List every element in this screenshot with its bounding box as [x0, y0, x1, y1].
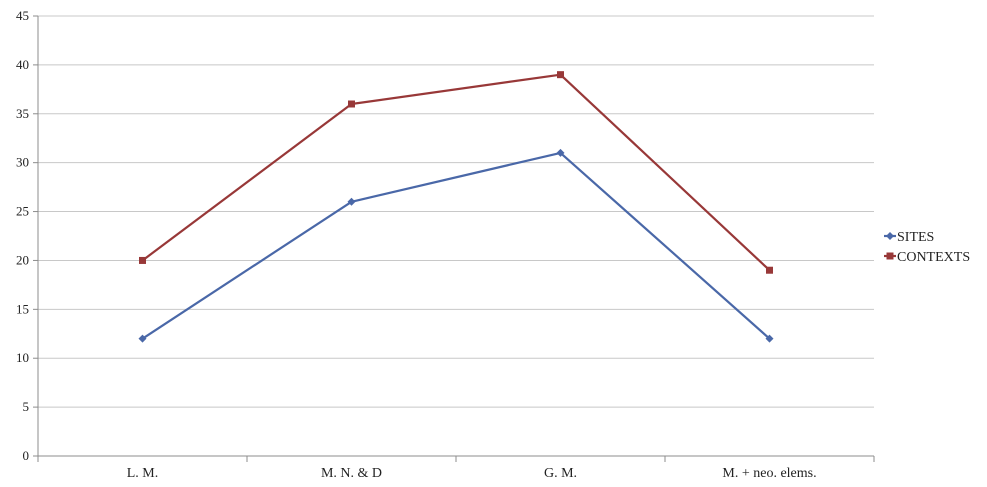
x-tick-label: M. N. & D	[321, 466, 382, 481]
legend-marker	[886, 232, 894, 240]
series-group	[138, 71, 774, 343]
series-line-sites	[141, 151, 771, 340]
y-tick-label: 25	[16, 204, 29, 219]
y-tick-label: 20	[16, 252, 29, 267]
legend-item-sites: SITES	[884, 230, 934, 245]
y-tick-label: 45	[16, 8, 29, 23]
legend-label: SITES	[897, 230, 934, 245]
legend: SITES CONTEXTS	[884, 230, 970, 265]
legend-marker	[886, 252, 894, 260]
data-point-sites	[347, 197, 356, 206]
data-point-contexts	[139, 256, 146, 264]
axes	[33, 15, 875, 462]
x-tick-label: G. M.	[544, 466, 577, 481]
data-point-sites	[556, 148, 565, 157]
x-tick-label: L. M.	[127, 466, 159, 481]
gridlines	[38, 15, 874, 408]
y-tick-label: 30	[16, 155, 29, 170]
y-tick-label: 10	[16, 350, 29, 365]
y-tick-label: 0	[23, 448, 30, 463]
data-point-contexts	[557, 71, 564, 79]
data-point-sites	[765, 334, 774, 343]
y-tick-label: 35	[16, 106, 29, 121]
data-point-contexts	[348, 100, 355, 108]
y-tick-label: 40	[16, 57, 29, 72]
series-line-contexts	[141, 73, 771, 272]
y-tick-label: 5	[23, 399, 30, 414]
y-tick-labels: 0 5 10 15 20 25 30 35 40 45	[16, 8, 29, 463]
data-point-contexts	[766, 266, 773, 274]
x-tick-label: M. + neo. elems.	[722, 466, 816, 481]
series-sites	[138, 148, 774, 343]
data-point-sites	[138, 334, 147, 343]
series-contexts	[139, 71, 773, 274]
legend-item-contexts: CONTEXTS	[884, 250, 970, 265]
legend-label: CONTEXTS	[897, 250, 970, 265]
y-tick-label: 15	[16, 301, 29, 316]
x-tick-labels: L. M. M. N. & D G. M. M. + neo. elems.	[127, 466, 817, 481]
